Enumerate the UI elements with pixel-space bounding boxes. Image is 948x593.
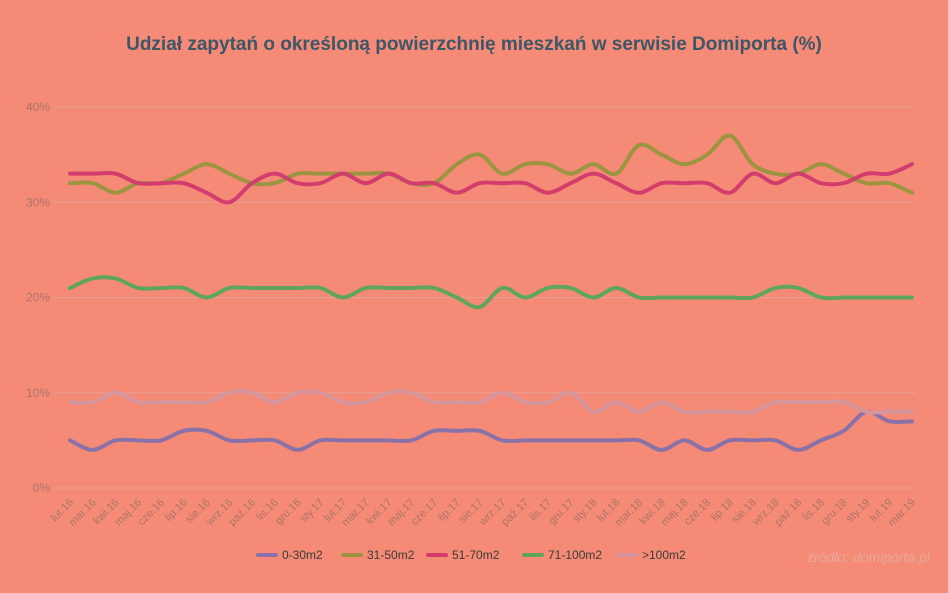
legend-item-0-30m2[interactable]: 0-30m2 bbox=[256, 548, 323, 562]
legend-item-51-70m2[interactable]: 51-70m2 bbox=[426, 548, 500, 562]
legend-label: >100m2 bbox=[642, 548, 686, 562]
x-tick-label: sty.17 bbox=[298, 497, 327, 526]
series-group bbox=[68, 133, 914, 452]
legend-item-31-50m2[interactable]: 31-50m2 bbox=[341, 548, 415, 562]
grid bbox=[55, 106, 915, 489]
series-line-0-30m2 bbox=[68, 409, 914, 452]
x-tick-label: gru.18 bbox=[819, 497, 850, 528]
x-tick-label: gru.16 bbox=[273, 497, 304, 528]
series-line-100m2 bbox=[68, 389, 914, 415]
x-tick-label: gru.17 bbox=[546, 497, 577, 528]
legend-item-71-100m2[interactable]: 71-100m2 bbox=[522, 548, 602, 562]
series-line-31-50m2 bbox=[68, 133, 914, 195]
legend-label: 0-30m2 bbox=[282, 548, 323, 562]
legend: 0-30m2 31-50m2 51-70m2 71-100m2 >100m2 bbox=[256, 548, 686, 562]
y-tick-label: 0% bbox=[33, 481, 51, 495]
y-tick-label: 40% bbox=[26, 100, 50, 114]
y-tick-label: 30% bbox=[26, 195, 50, 209]
y-tick-label: 20% bbox=[26, 291, 50, 305]
x-tick-label: sty.18 bbox=[571, 497, 600, 526]
series-line-71-100m2 bbox=[68, 275, 914, 310]
y-tick-label: 10% bbox=[26, 386, 50, 400]
chart-title: Udział zapytań o określoną powierzchnię … bbox=[126, 34, 822, 55]
legend-item-100m2[interactable]: >100m2 bbox=[616, 548, 686, 562]
y-axis: 0% 10% 20% 30% 40% bbox=[26, 100, 50, 495]
legend-label: 71-100m2 bbox=[548, 548, 602, 562]
series-line-51-70m2 bbox=[68, 162, 914, 205]
x-axis: lut.16mar.16kwi.16maj.16cze.16lip.16sie.… bbox=[49, 497, 919, 529]
x-tick-label: sty.19 bbox=[844, 497, 873, 526]
legend-label: 51-70m2 bbox=[452, 548, 500, 562]
source-note: źródło: domiporta.pl bbox=[806, 549, 931, 565]
legend-label: 31-50m2 bbox=[367, 548, 415, 562]
